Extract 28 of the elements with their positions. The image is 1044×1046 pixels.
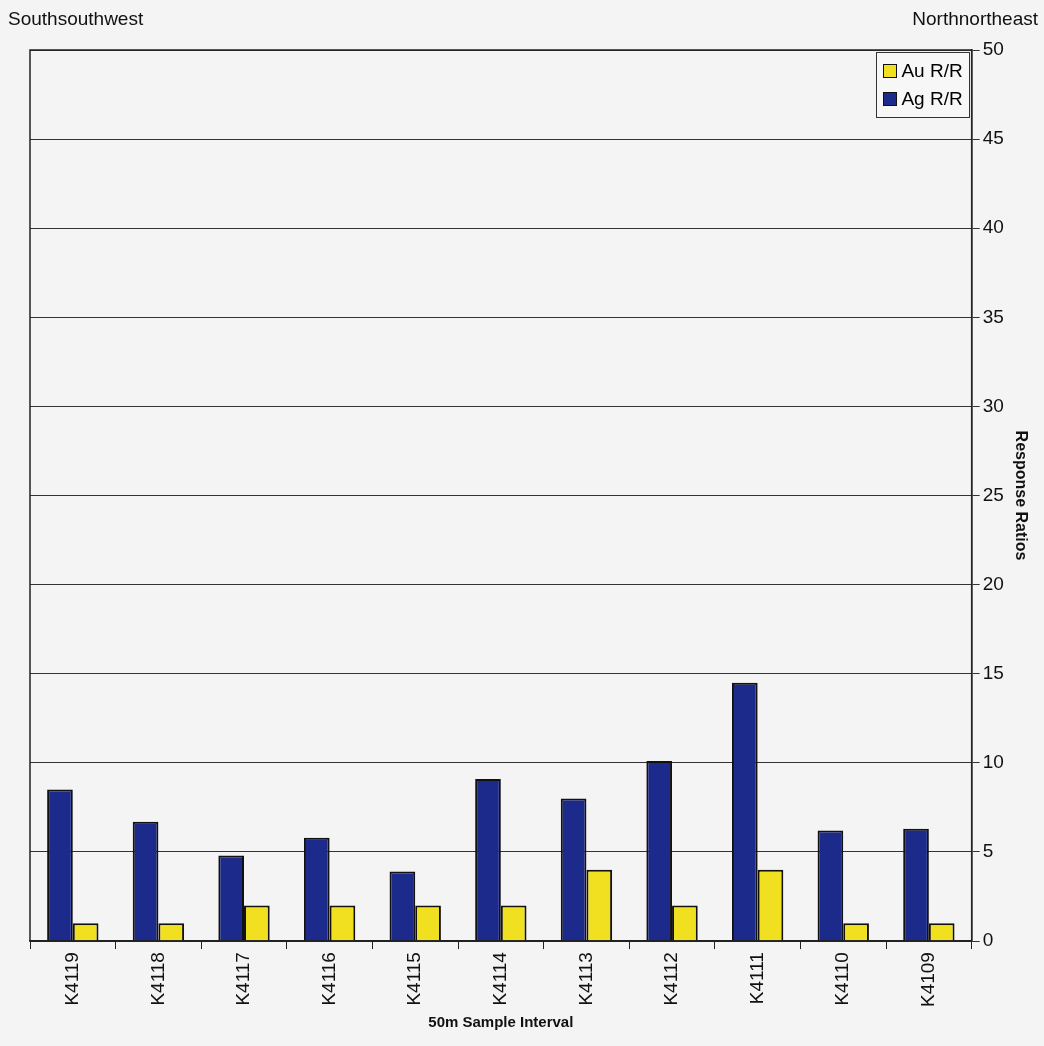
y-tick-label: 30 (982, 394, 1004, 416)
legend-label: Ag R/R (901, 87, 963, 111)
x-tick-label: K4113 (574, 952, 596, 1006)
y-tick-label: 15 (982, 661, 1004, 683)
x-tick-label: K4115 (403, 952, 425, 1006)
x-tick-label: K4109 (917, 952, 939, 1008)
y-tick-label: 45 (982, 127, 1004, 149)
y-tick-label: 50 (982, 38, 1004, 60)
x-tick-label: K4112 (660, 952, 682, 1006)
y-tick-label: 25 (982, 483, 1004, 505)
y-tick-label: 20 (982, 572, 1004, 594)
x-tick-label: K4116 (317, 952, 339, 1006)
text: Southsouthwest (8, 8, 144, 30)
y-tick-label: 35 (982, 305, 1004, 327)
y-axis-title: Response Ratios (1012, 430, 1030, 561)
y-tick-label: 40 (982, 216, 1004, 238)
x-tick-label: K4111 (745, 952, 767, 1005)
legend-label: Au R/R (901, 59, 963, 83)
y-tick-label: 10 (982, 751, 1004, 773)
y-tick-label: 5 (982, 840, 994, 862)
x-axis-title: 50m Sample Interval (428, 1013, 574, 1031)
x-tick-label: K4114 (489, 951, 511, 1006)
x-tick-label: K4119 (61, 952, 83, 1006)
y-tick-label: 0 (982, 929, 994, 951)
x-tick-label: K4118 (146, 952, 168, 1006)
x-tick-label: K4110 (831, 952, 853, 1006)
text: Northnortheast (912, 8, 1038, 30)
x-tick-label: K4117 (232, 952, 254, 1006)
